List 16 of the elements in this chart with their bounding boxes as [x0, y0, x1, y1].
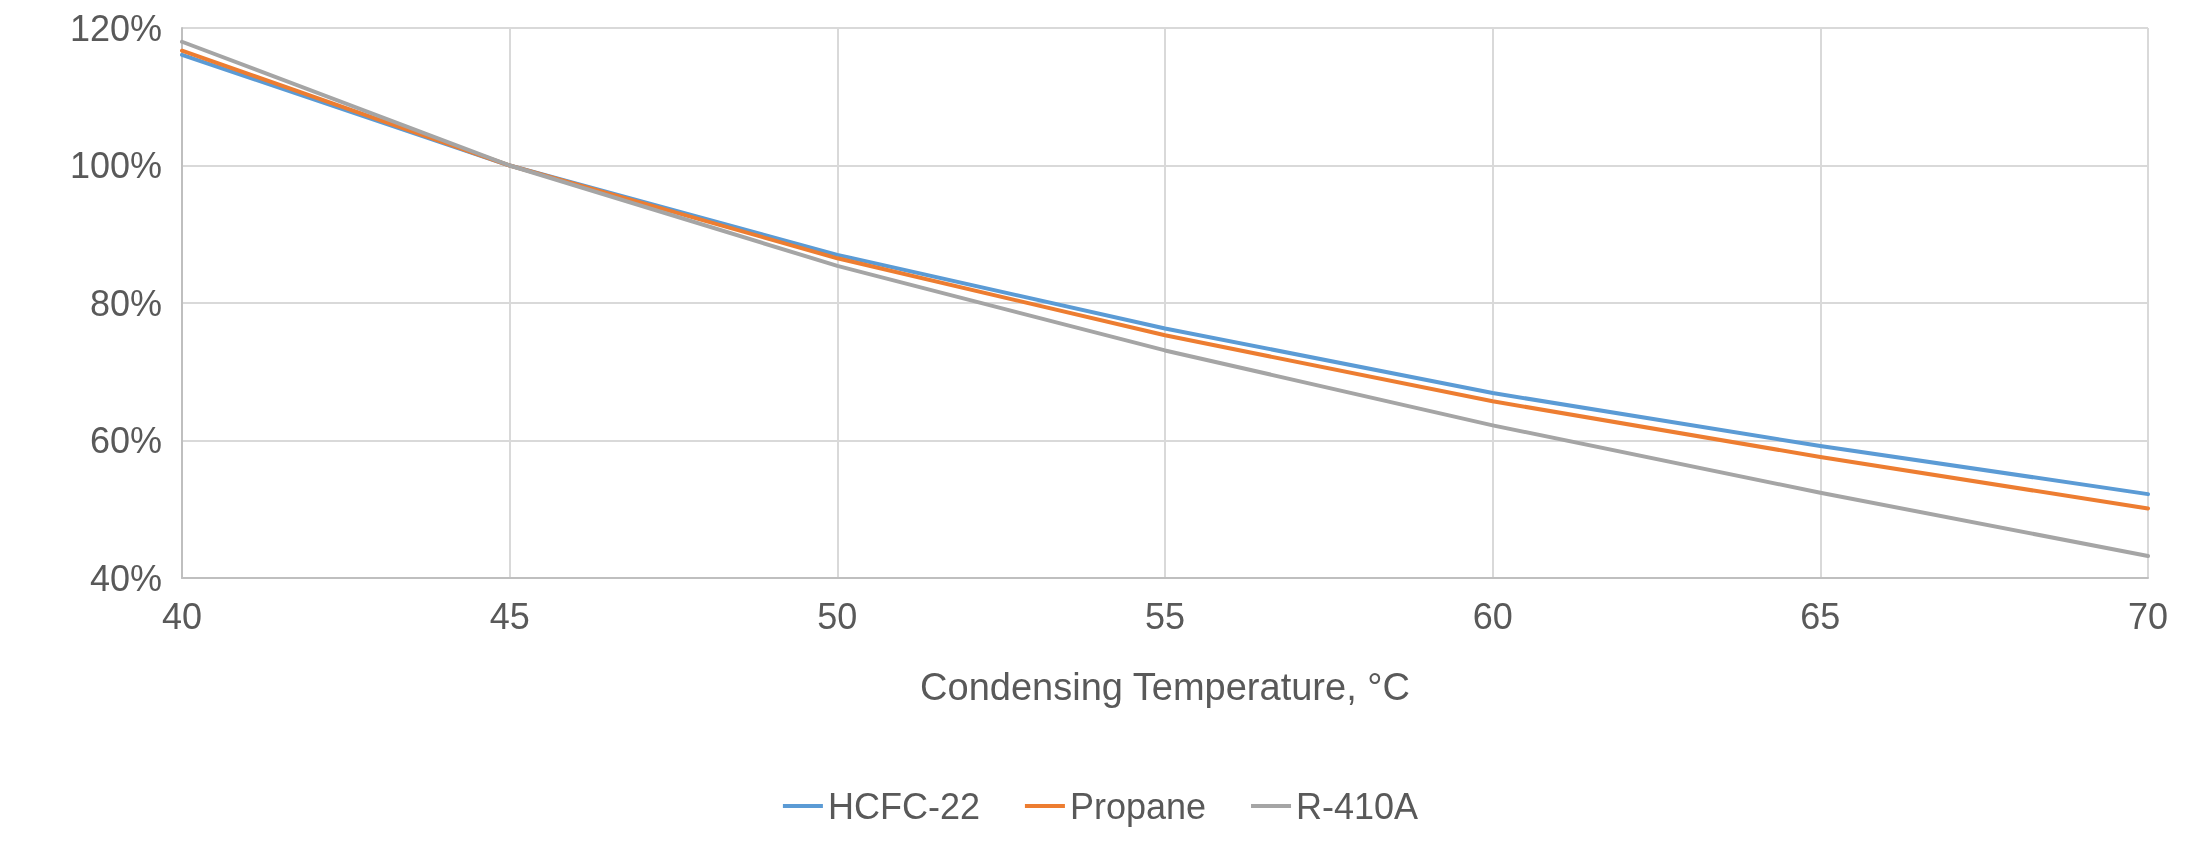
- x-tick-label: 50: [817, 595, 858, 637]
- y-tick-label: 100%: [69, 145, 162, 186]
- y-tick-label: 40%: [89, 557, 162, 599]
- x-tick-label: 45: [489, 595, 530, 637]
- legend-label: HCFC-22: [827, 785, 980, 827]
- x-tick-label: 60: [1472, 595, 1513, 637]
- legend-label: Propane: [1069, 785, 1207, 827]
- legend-label: R-410A: [1296, 785, 1419, 827]
- y-tick-label: 60%: [89, 420, 162, 461]
- y-tick-label: 80%: [89, 282, 162, 324]
- x-tick-label: 40: [161, 595, 203, 637]
- y-tick-label: 120%: [69, 7, 162, 49]
- x-tick-label: 55: [1144, 595, 1186, 637]
- x-tick-label: 70: [2127, 595, 2169, 637]
- x-axis-title: Condensing Temperature, °C: [920, 666, 1410, 708]
- x-tick-label: 65: [1800, 595, 1841, 637]
